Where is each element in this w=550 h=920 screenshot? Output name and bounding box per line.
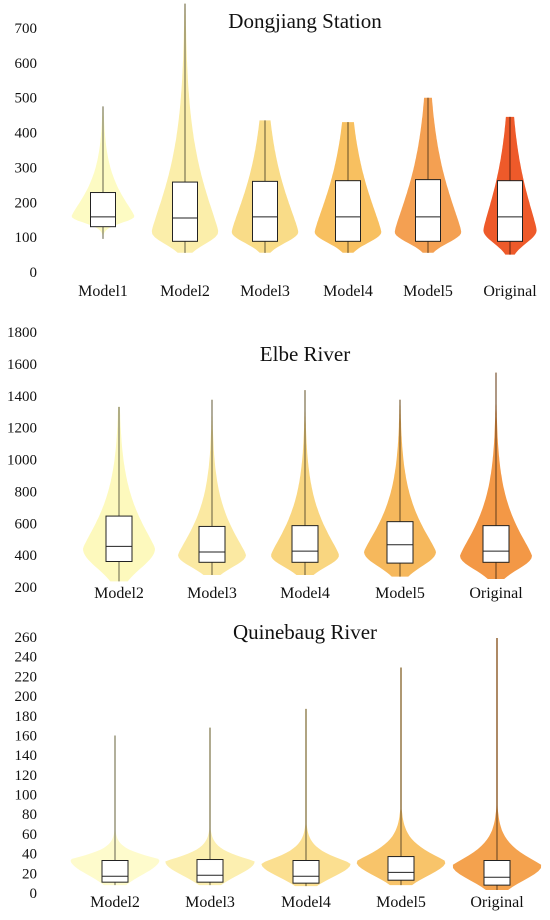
y-tick-label: 1200 <box>7 421 37 437</box>
x-category-label: Model4 <box>323 283 373 300</box>
x-category-label: Original <box>470 894 524 911</box>
x-category-label: Original <box>483 283 537 300</box>
iqr-box <box>196 859 224 883</box>
y-tick-label: 500 <box>15 91 38 107</box>
y-tick-label: 40 <box>22 847 37 863</box>
iqr-box <box>497 180 523 242</box>
x-category-label: Model2 <box>90 894 140 911</box>
iqr-box <box>291 525 319 563</box>
panel-title: Elbe River <box>260 342 350 366</box>
x-category-label: Model3 <box>187 585 237 602</box>
x-category-label: Model2 <box>160 283 210 300</box>
iqr-box <box>483 860 511 886</box>
y-tick-label: 100 <box>15 788 38 804</box>
violin-model2 <box>83 406 155 582</box>
iqr-box <box>101 860 129 883</box>
y-tick-label: 100 <box>15 230 38 246</box>
violin-model2 <box>151 3 219 253</box>
violin-model4 <box>271 390 339 576</box>
y-tick-label: 300 <box>15 160 38 176</box>
y-tick-label: 600 <box>15 56 38 72</box>
violin-model3 <box>231 120 299 253</box>
violin-model1 <box>71 106 135 239</box>
violin-model5 <box>394 97 462 253</box>
y-tick-label: 160 <box>15 728 38 744</box>
y-tick-label: 700 <box>15 21 38 37</box>
y-tick-label: 200 <box>15 580 38 596</box>
violin-model3 <box>178 399 246 576</box>
y-tick-label: 0 <box>30 886 38 902</box>
violin-model4 <box>314 122 382 253</box>
y-tick-label: 220 <box>15 669 38 685</box>
iqr-box <box>292 860 320 884</box>
y-tick-label: 60 <box>22 827 37 843</box>
y-tick-label: 0 <box>30 265 38 281</box>
y-tick-label: 200 <box>15 689 38 705</box>
violin-model3 <box>165 727 255 886</box>
violin-original <box>460 372 532 580</box>
violin-model5 <box>364 399 436 577</box>
x-category-label: Model5 <box>375 585 425 602</box>
x-category-label: Model5 <box>376 894 426 911</box>
iqr-box <box>387 856 415 881</box>
panel-2: Elbe River 200 400 600 800 1000 1200 1400 1600 18… <box>7 325 532 602</box>
iqr-box <box>415 179 441 242</box>
x-category-label: Model5 <box>403 283 453 300</box>
panel-title: Quinebaug River <box>233 620 377 644</box>
iqr-box <box>90 192 116 228</box>
y-tick-label: 1400 <box>7 389 37 405</box>
violin-model5 <box>356 667 446 886</box>
y-tick-label: 400 <box>15 126 38 142</box>
y-tick-label: 260 <box>15 630 38 646</box>
iqr-box <box>482 525 510 563</box>
panel-title: Dongjiang Station <box>228 9 382 33</box>
x-category-label: Model2 <box>94 585 144 602</box>
y-tick-label: 180 <box>15 709 38 725</box>
y-tick-label: 1800 <box>7 325 37 341</box>
y-tick-label: 1600 <box>7 357 37 373</box>
y-tick-label: 1000 <box>7 453 37 469</box>
iqr-box <box>335 180 361 242</box>
x-category-label: Model1 <box>78 283 128 300</box>
y-tick-label: 400 <box>15 548 38 564</box>
iqr-box <box>105 515 133 562</box>
iqr-box <box>172 181 198 242</box>
y-tick-label: 240 <box>15 650 38 666</box>
violin-original <box>452 637 542 891</box>
x-category-label: Model3 <box>240 283 290 300</box>
x-category-label: Original <box>469 585 523 602</box>
x-category-label: Model4 <box>280 585 330 602</box>
panel-3: Quinebaug River 0 20 40 60 80 100 120 140 160 180 2… <box>15 620 542 911</box>
iqr-box <box>198 525 226 563</box>
x-category-label: Model3 <box>185 894 235 911</box>
iqr-box <box>386 521 414 564</box>
y-tick-label: 140 <box>15 748 38 764</box>
violin-model4 <box>261 708 351 887</box>
y-tick-label: 200 <box>15 195 38 211</box>
y-tick-label: 20 <box>22 866 37 882</box>
violin-original <box>483 116 537 255</box>
y-tick-label: 800 <box>15 484 38 500</box>
panel-1: Dongjiang Station 0 100 200 300 400 500 600 700 M… <box>15 3 537 300</box>
y-tick-label: 600 <box>15 516 38 532</box>
y-tick-label: 80 <box>22 807 37 823</box>
x-category-label: Model4 <box>281 894 331 911</box>
iqr-box <box>252 180 278 242</box>
y-tick-label: 120 <box>15 768 38 784</box>
violin-model2 <box>70 735 160 886</box>
